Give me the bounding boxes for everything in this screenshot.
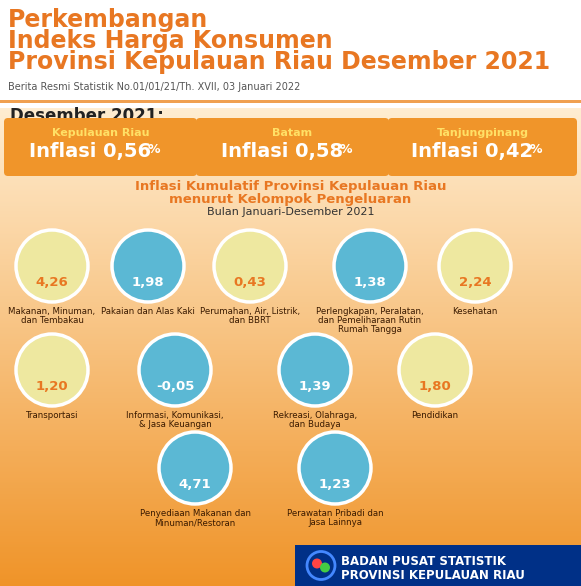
Circle shape — [139, 334, 211, 406]
Text: dan Pemeliharaan Rutin: dan Pemeliharaan Rutin — [318, 316, 422, 325]
Circle shape — [112, 230, 184, 302]
Text: Batam: Batam — [272, 128, 313, 138]
Text: 1,23: 1,23 — [319, 478, 352, 490]
Text: dan BBRT: dan BBRT — [229, 316, 271, 325]
Text: Perkembangan: Perkembangan — [8, 8, 208, 32]
Text: 1,39: 1,39 — [299, 380, 331, 393]
Text: Inflasi 0,42: Inflasi 0,42 — [411, 142, 533, 161]
Text: dan Budaya: dan Budaya — [289, 420, 341, 429]
Text: Makanan, Minuman,: Makanan, Minuman, — [9, 307, 95, 316]
Text: -0,05: -0,05 — [156, 380, 194, 393]
Circle shape — [279, 334, 351, 406]
Text: & Jasa Keuangan: & Jasa Keuangan — [139, 420, 211, 429]
Circle shape — [320, 563, 330, 573]
Text: Pendidikan: Pendidikan — [411, 411, 458, 420]
Text: Perlengkapan, Peralatan,: Perlengkapan, Peralatan, — [316, 307, 424, 316]
Text: 1,20: 1,20 — [35, 380, 69, 393]
Text: dan Tembakau: dan Tembakau — [20, 316, 84, 325]
Circle shape — [299, 432, 371, 504]
Text: %: % — [529, 143, 542, 156]
Text: Jasa Lainnya: Jasa Lainnya — [308, 518, 362, 527]
Circle shape — [399, 334, 471, 406]
Text: Berita Resmi Statistik No.01/01/21/Th. XVII, 03 Januari 2022: Berita Resmi Statistik No.01/01/21/Th. X… — [8, 82, 300, 92]
Text: 1,98: 1,98 — [132, 275, 164, 289]
Text: Pakaian dan Alas Kaki: Pakaian dan Alas Kaki — [101, 307, 195, 316]
Circle shape — [159, 432, 231, 504]
Circle shape — [334, 230, 406, 302]
Text: Provinsi Kepulauan Riau Desember 2021: Provinsi Kepulauan Riau Desember 2021 — [8, 50, 550, 74]
Text: Kepulauan Riau: Kepulauan Riau — [52, 128, 149, 138]
Text: Transportasi: Transportasi — [26, 411, 78, 420]
Text: 4,26: 4,26 — [35, 275, 69, 289]
Text: Bulan Januari-Desember 2021: Bulan Januari-Desember 2021 — [207, 207, 374, 217]
Text: PROVINSI KEPULAUAN RIAU: PROVINSI KEPULAUAN RIAU — [341, 569, 525, 582]
Text: Perumahan, Air, Listrik,: Perumahan, Air, Listrik, — [200, 307, 300, 316]
Text: Perawatan Pribadi dan: Perawatan Pribadi dan — [286, 509, 383, 518]
Text: Desember 2021:: Desember 2021: — [10, 107, 164, 125]
FancyBboxPatch shape — [388, 118, 577, 176]
Text: Inflasi 0,56: Inflasi 0,56 — [30, 142, 152, 161]
Text: Kesehatan: Kesehatan — [453, 307, 498, 316]
Bar — [295, 545, 581, 586]
Text: 0,43: 0,43 — [234, 275, 267, 289]
Bar — [0, 100, 581, 103]
Circle shape — [439, 230, 511, 302]
FancyBboxPatch shape — [196, 118, 389, 176]
Text: 2,24: 2,24 — [458, 275, 492, 289]
Text: Rekreasi, Olahraga,: Rekreasi, Olahraga, — [273, 411, 357, 420]
Circle shape — [214, 230, 286, 302]
FancyBboxPatch shape — [4, 118, 197, 176]
Text: Minuman/Restoran: Minuman/Restoran — [155, 518, 236, 527]
Circle shape — [16, 230, 88, 302]
Text: Indeks Harga Konsumen: Indeks Harga Konsumen — [8, 29, 333, 53]
Text: Inflasi 0,58: Inflasi 0,58 — [221, 142, 343, 161]
Text: Inflasi Kumulatif Provinsi Kepulauan Riau: Inflasi Kumulatif Provinsi Kepulauan Ria… — [135, 180, 446, 193]
Text: %: % — [339, 143, 352, 156]
Text: %: % — [148, 143, 160, 156]
Circle shape — [16, 334, 88, 406]
Text: 1,80: 1,80 — [419, 380, 451, 393]
Text: BADAN PUSAT STATISTIK: BADAN PUSAT STATISTIK — [341, 555, 506, 568]
Text: Informasi, Komunikasi,: Informasi, Komunikasi, — [126, 411, 224, 420]
Text: 1,38: 1,38 — [354, 275, 386, 289]
Text: Rumah Tangga: Rumah Tangga — [338, 325, 402, 334]
Text: 4,71: 4,71 — [179, 478, 211, 490]
Text: Tanjungpinang: Tanjungpinang — [436, 128, 529, 138]
Circle shape — [312, 558, 322, 568]
Text: Penyediaan Makanan dan: Penyediaan Makanan dan — [139, 509, 250, 518]
Text: menurut Kelompok Pengeluaran: menurut Kelompok Pengeluaran — [170, 193, 411, 206]
